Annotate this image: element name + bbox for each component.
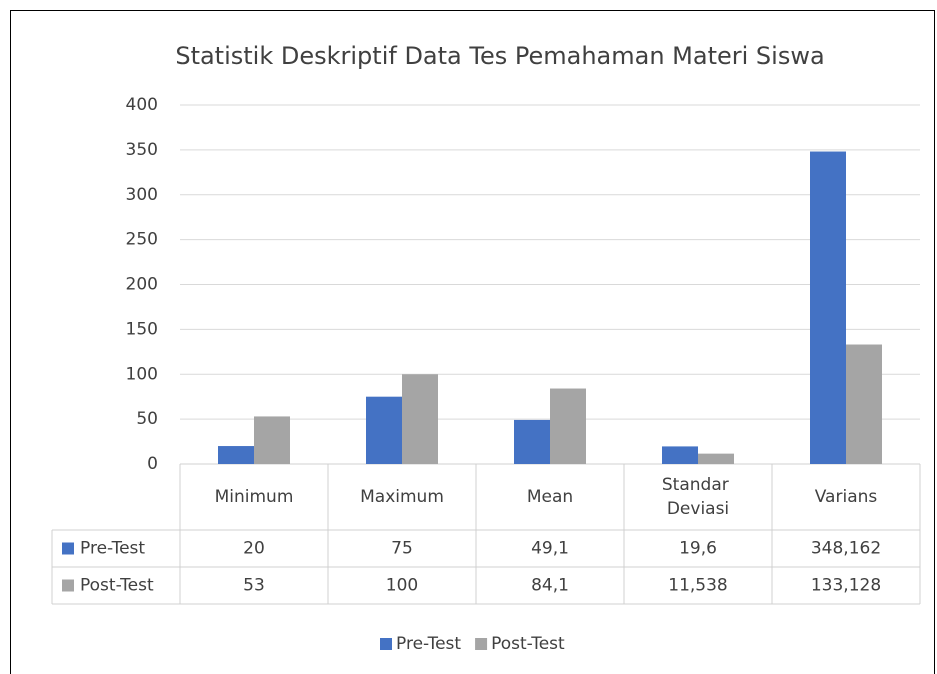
table-cell: 348,162 (811, 539, 881, 559)
x-tick-label: Minimum (215, 487, 294, 507)
table-cell: 84,1 (531, 576, 569, 596)
x-tick-label: Mean (527, 487, 573, 507)
table-cell: 49,1 (531, 539, 569, 559)
bar (550, 388, 586, 464)
y-tick-label: 300 (126, 185, 158, 205)
legend-label: Post-Test (491, 634, 565, 654)
legend-key (62, 579, 74, 592)
x-tick-label: Maximum (360, 487, 444, 507)
table-cell: 11,538 (668, 576, 727, 596)
bar (698, 453, 734, 464)
chart-title: Statistik Deskriptif Data Tes Pemahaman … (175, 42, 824, 70)
table-cell: 133,128 (811, 576, 881, 596)
bar (514, 419, 550, 464)
table-cell: 19,6 (679, 539, 717, 559)
table-cell: 20 (243, 539, 265, 559)
y-tick-label: 400 (126, 95, 158, 115)
table-cell: 75 (391, 539, 413, 559)
table-row-label: Pre-Test (80, 539, 145, 559)
bar (402, 374, 438, 464)
y-tick-label: 100 (126, 364, 158, 384)
bar (366, 396, 402, 464)
table-cell: 53 (243, 576, 265, 596)
bar (662, 446, 698, 464)
bar (254, 416, 290, 464)
legend-key (62, 542, 74, 555)
x-tick-label: Varians (815, 487, 878, 507)
bar (218, 446, 254, 464)
y-tick-label: 250 (126, 230, 158, 250)
y-tick-label: 200 (126, 275, 158, 295)
legend-key (380, 638, 392, 650)
y-tick-label: 150 (126, 319, 158, 339)
x-tick-label: Standar Deviasi (662, 475, 734, 519)
table-row-label: Post-Test (80, 576, 154, 596)
table-cell: 100 (386, 576, 418, 596)
legend-label: Pre-Test (396, 634, 461, 654)
chart-border (10, 10, 935, 674)
y-tick-label: 0 (147, 454, 158, 474)
y-tick-label: 350 (126, 140, 158, 160)
bar (810, 151, 846, 465)
bar (846, 344, 882, 464)
y-tick-label: 50 (136, 409, 158, 429)
legend-key (475, 638, 488, 650)
